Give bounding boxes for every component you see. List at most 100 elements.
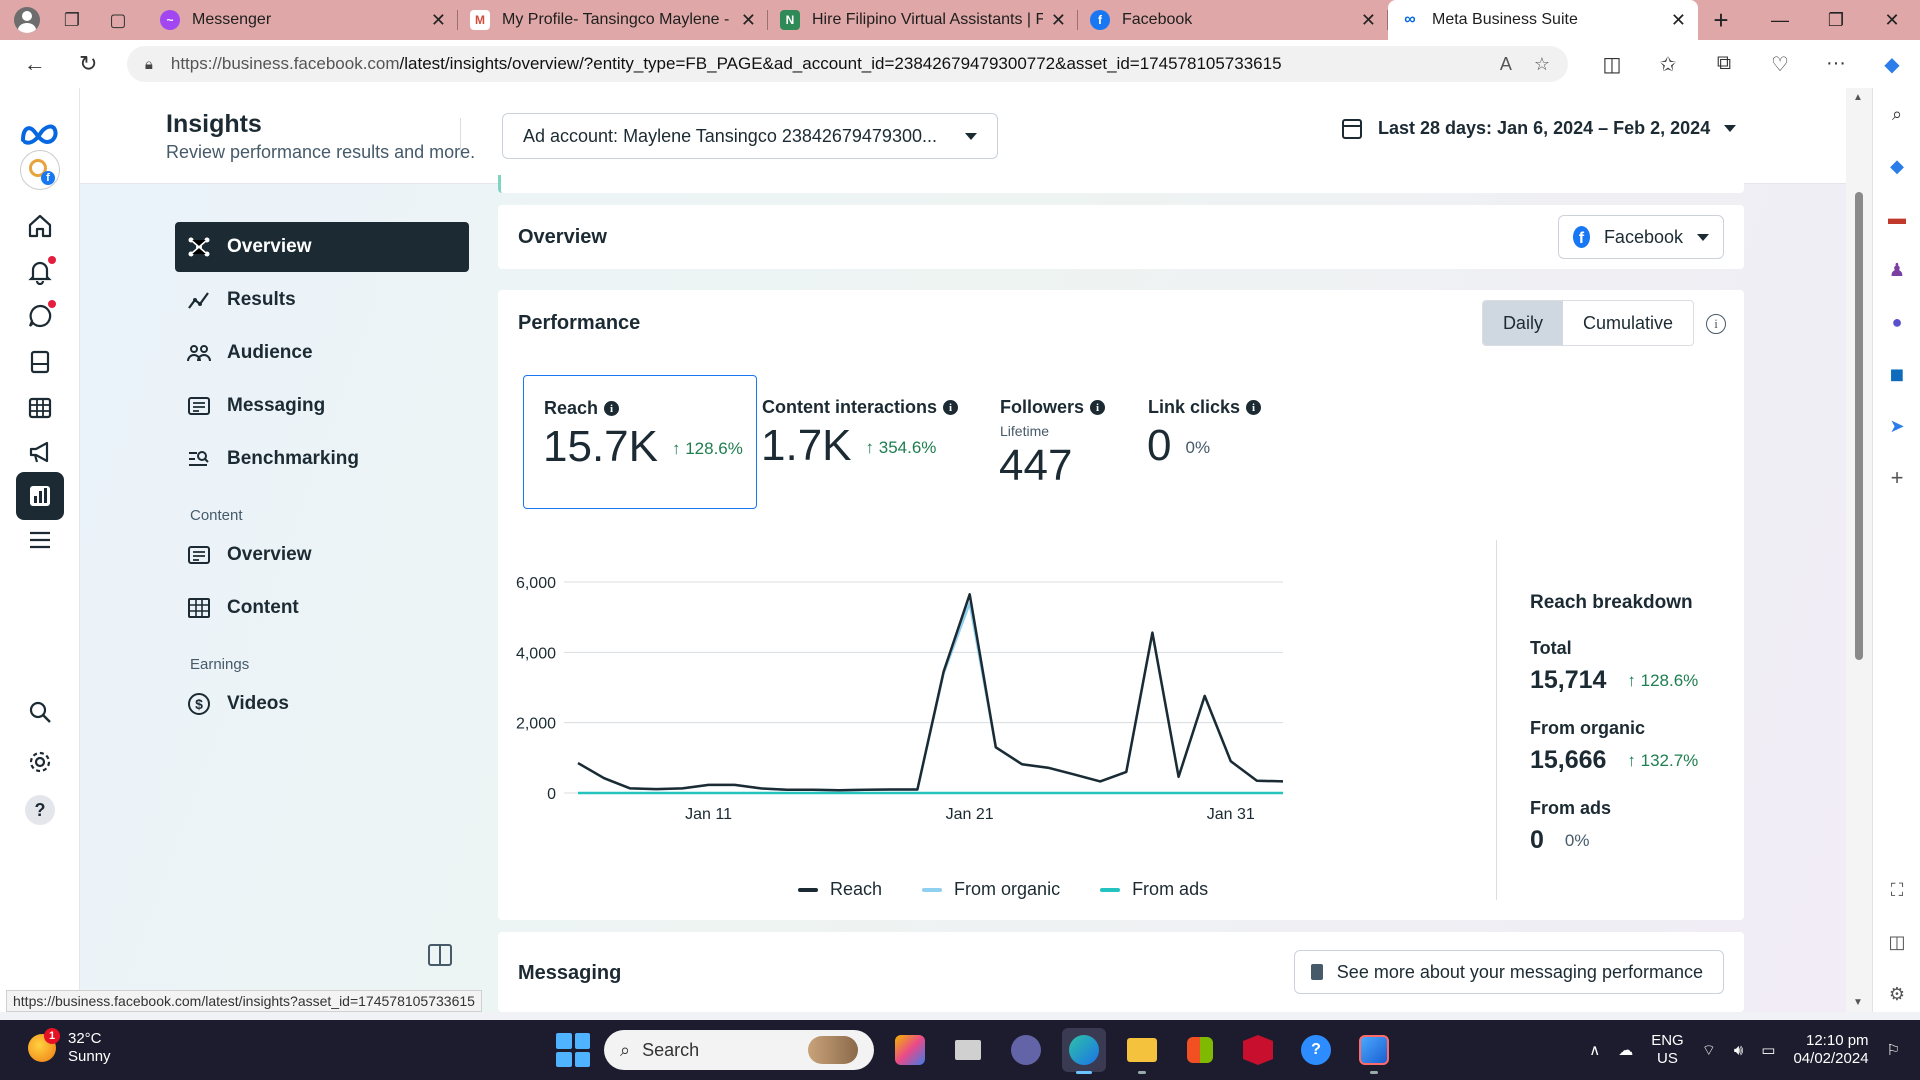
metric-card-link-clicks[interactable]: Link clicks i 0 0%: [1128, 375, 1268, 509]
inbox-chat-icon[interactable]: [16, 292, 64, 340]
search-icon[interactable]: [16, 688, 64, 736]
cumulative-toggle-button[interactable]: Cumulative: [1582, 312, 1673, 333]
metric-card-reach[interactable]: Reach i 15.7K ↑ 128.6%: [523, 375, 757, 509]
subnav-item-content[interactable]: Content: [175, 583, 469, 633]
workspaces-icon[interactable]: ❐: [63, 9, 81, 30]
weather-widget[interactable]: 1 32°C Sunny: [28, 1028, 111, 1066]
file-explorer-icon[interactable]: [1120, 1028, 1164, 1074]
legend-item-organic[interactable]: From organic: [922, 879, 1060, 900]
teams-chat-icon[interactable]: [1004, 1028, 1048, 1072]
tab-messenger[interactable]: ~ Messenger ✕: [148, 0, 458, 40]
page-scrollbar[interactable]: ▲ ▼: [1846, 88, 1872, 1012]
help-icon[interactable]: ?: [16, 786, 64, 834]
hide-sidebar-icon[interactable]: ◫: [1888, 931, 1906, 952]
tab-facebook[interactable]: f Facebook ✕: [1078, 0, 1388, 40]
url-field[interactable]: 🔒︎ https://business.facebook.com/latest/…: [126, 46, 1568, 82]
read-aloud-icon[interactable]: A: [1499, 53, 1512, 74]
close-tab-icon[interactable]: ✕: [1050, 9, 1066, 30]
home-icon[interactable]: [16, 202, 64, 250]
show-hidden-icons-chevron-icon[interactable]: ∧: [1589, 1042, 1601, 1059]
scroll-down-icon[interactable]: ▼: [1853, 997, 1863, 1008]
get-help-icon[interactable]: ?: [1294, 1028, 1338, 1072]
notifications-icon[interactable]: ⚐: [1886, 1042, 1900, 1059]
info-icon[interactable]: i: [943, 400, 959, 415]
task-view-icon[interactable]: [946, 1028, 990, 1072]
close-tab-icon[interactable]: ✕: [430, 9, 446, 30]
tools-icon[interactable]: ▬: [1888, 207, 1906, 228]
notifications-bell-icon[interactable]: [16, 248, 64, 296]
copilot-app-icon[interactable]: [888, 1028, 932, 1072]
volume-icon[interactable]: 🔊︎: [1733, 1041, 1744, 1059]
info-icon[interactable]: i: [1090, 400, 1106, 415]
close-tab-icon[interactable]: ✕: [740, 9, 756, 30]
search-icon[interactable]: ⌕: [1891, 103, 1903, 124]
windows-start-icon[interactable]: [556, 1033, 590, 1067]
browser-essentials-icon[interactable]: ♡: [1771, 53, 1789, 76]
add-sidebar-icon[interactable]: +: [1890, 465, 1904, 490]
close-tab-icon[interactable]: ✕: [1360, 9, 1376, 30]
refresh-button[interactable]: ↻: [78, 51, 98, 76]
split-screen-icon[interactable]: ◫: [1602, 53, 1622, 76]
screenshot-icon[interactable]: ⛶: [1890, 879, 1904, 900]
subnav-item-results[interactable]: Results: [175, 275, 469, 325]
tab-meta-business-suite[interactable]: ∞ Meta Business Suite ✕: [1388, 0, 1698, 40]
page-avatar[interactable]: f: [16, 146, 64, 194]
outlook-icon[interactable]: ◼: [1889, 363, 1905, 384]
lock-icon[interactable]: 🔒︎: [144, 55, 153, 73]
back-button[interactable]: ←: [23, 51, 46, 76]
legend-item-reach[interactable]: Reach: [798, 879, 882, 900]
shopping-icon[interactable]: ◆: [1890, 155, 1904, 176]
tab-my-profile[interactable]: M My Profile- Tansingco Maylene - ✕: [458, 0, 768, 40]
settings-gear-icon[interactable]: ⚙: [1888, 983, 1906, 1004]
ads-megaphone-icon[interactable]: [16, 428, 64, 476]
scrollbar-thumb[interactable]: [1855, 192, 1863, 660]
close-window-button[interactable]: ✕: [1884, 9, 1900, 30]
onedrive-cloud-icon[interactable]: ☁: [1618, 1042, 1634, 1059]
metric-card-followers[interactable]: Followers i Lifetime 447: [980, 375, 1106, 509]
subnav-item-content-overview[interactable]: Overview: [175, 530, 469, 580]
microsoft365-icon[interactable]: ●: [1891, 311, 1903, 332]
subnav-item-messaging[interactable]: Messaging: [175, 381, 469, 431]
battery-icon[interactable]: ▭: [1761, 1042, 1776, 1059]
subnav-item-audience[interactable]: Audience: [175, 328, 469, 378]
collections-icon[interactable]: ⧉: [1716, 51, 1732, 74]
collapse-sidebar-icon[interactable]: [428, 944, 452, 966]
subnav-item-overview[interactable]: Overview: [175, 222, 469, 272]
more-menu-icon[interactable]: ···: [1825, 51, 1846, 74]
favorite-star-icon[interactable]: ☆: [1533, 53, 1550, 74]
legend-item-ads[interactable]: From ads: [1100, 879, 1208, 900]
close-tab-icon[interactable]: ✕: [1670, 9, 1686, 30]
see-messaging-performance-button[interactable]: See more about your messaging performanc…: [1293, 950, 1724, 994]
daily-toggle-button[interactable]: Daily: [1482, 301, 1563, 345]
tab-hire-filipino[interactable]: N Hire Filipino Virtual Assistants | F ✕: [768, 0, 1078, 40]
scroll-up-icon[interactable]: ▲: [1853, 92, 1863, 103]
insights-chart-icon[interactable]: [16, 472, 64, 520]
subnav-item-benchmarking[interactable]: Benchmarking: [175, 434, 469, 484]
ad-account-dropdown[interactable]: Ad account: Maylene Tansingco 2384267947…: [502, 113, 998, 159]
microsoft-store-icon[interactable]: [1178, 1028, 1222, 1072]
posts-content-icon[interactable]: [16, 338, 64, 386]
language-indicator[interactable]: ENG US: [1651, 1032, 1684, 1068]
send-icon[interactable]: ➤: [1889, 415, 1905, 436]
date-range-picker[interactable]: Last 28 days: Jan 6, 2024 – Feb 2, 2024: [1342, 118, 1737, 139]
clock[interactable]: 12:10 pm 04/02/2024: [1793, 1032, 1868, 1068]
taskbar-search[interactable]: ⌕ Search: [604, 1030, 874, 1070]
settings-gear-icon[interactable]: [16, 738, 64, 786]
platform-dropdown[interactable]: f Facebook: [1558, 215, 1724, 259]
planner-grid-icon[interactable]: [16, 384, 64, 432]
tab-actions-icon[interactable]: ▢: [109, 9, 127, 30]
info-icon[interactable]: i: [1706, 314, 1726, 334]
menu-hamburger-icon[interactable]: [16, 516, 64, 564]
restore-button[interactable]: ❐: [1827, 9, 1845, 30]
favorites-icon[interactable]: ✩: [1659, 53, 1677, 76]
info-icon[interactable]: i: [604, 401, 620, 416]
meta-logo-icon[interactable]: [16, 110, 64, 158]
wifi-icon[interactable]: ⌔: [1701, 1041, 1716, 1059]
minimize-button[interactable]: —: [1771, 9, 1789, 30]
subnav-item-videos[interactable]: $ Videos: [175, 679, 469, 729]
copilot-icon[interactable]: ◆: [1884, 53, 1900, 76]
profile-avatar[interactable]: [14, 7, 40, 33]
photos-app-icon[interactable]: [1352, 1028, 1396, 1074]
mcafee-icon[interactable]: [1236, 1028, 1280, 1072]
info-icon[interactable]: i: [1246, 400, 1262, 415]
